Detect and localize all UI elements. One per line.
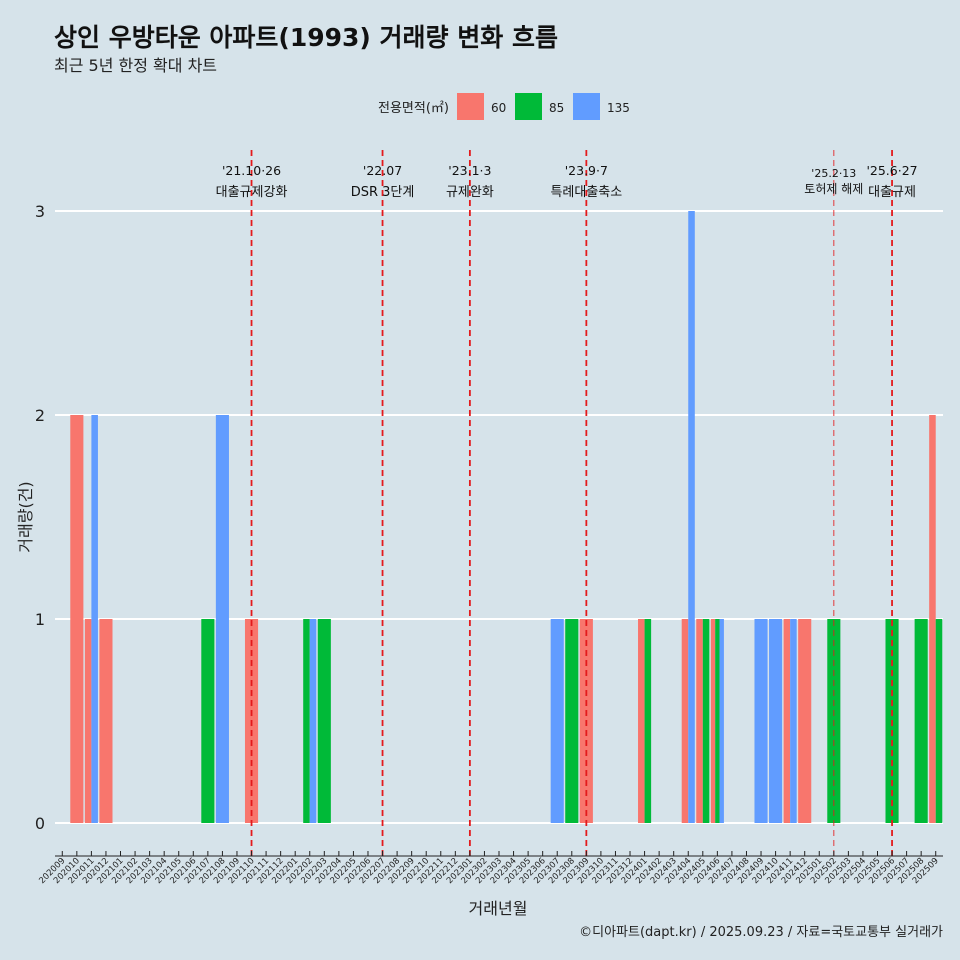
bar-202203-85: [317, 619, 331, 823]
bar-202412-60: [798, 619, 812, 823]
y-tick-label: 2: [35, 406, 45, 425]
event-date: '25.2·13: [811, 167, 856, 180]
y-tick-label: 0: [35, 814, 45, 833]
event-date: '23.9·7: [565, 163, 608, 178]
y-tick-label: 3: [35, 202, 45, 221]
event-date: '21.10·26: [222, 163, 281, 178]
chart-title: 상인 우방타운 아파트(1993) 거래량 변화 흐름: [54, 23, 558, 52]
x-axis: 2020092020102020112020122021012021022021…: [37, 851, 943, 886]
y-axis-label: 거래량(건): [16, 481, 35, 552]
event-label: 규제완화: [446, 185, 494, 200]
bar-202202-85: [303, 619, 310, 823]
legend-label: 60: [491, 101, 506, 115]
bar-202406-135: [719, 619, 724, 823]
bar-202404-60: [681, 619, 689, 823]
bar-202202-135: [309, 619, 317, 823]
event-label: 대출규제: [868, 185, 916, 200]
bar-202411-60: [783, 619, 791, 823]
event-date: '22.07: [363, 163, 402, 178]
event-date: '25.6·27: [866, 163, 917, 178]
event-label: 특례대출축소: [550, 185, 622, 200]
bar-202108-135: [215, 415, 229, 823]
bar-202509-60: [929, 415, 936, 823]
legend-swatch-85: [515, 93, 542, 120]
chart-subtitle: 최근 5년 한정 확대 차트: [54, 56, 218, 75]
source-caption: ©디아파트(dapt.kr) / 2025.09.23 / 자료=국토교통부 실…: [579, 925, 943, 940]
bar-202406-60: [710, 619, 716, 823]
bar-202011-135: [91, 415, 98, 823]
event-date: '23.1·3: [448, 163, 491, 178]
bar-202405-60: [696, 619, 703, 823]
bar-202308-85: [565, 619, 579, 823]
x-axis-label: 거래년월: [469, 899, 528, 918]
legend-swatch-60: [457, 93, 484, 120]
event-label: 토허제 해제: [804, 182, 863, 196]
bar-series: [70, 211, 943, 823]
y-axis: 0 1 2 3: [35, 202, 45, 833]
bar-202401-85: [644, 619, 652, 823]
bar-202405-85: [702, 619, 710, 823]
bar-202508-85: [914, 619, 928, 823]
legend-label: 135: [607, 101, 630, 115]
event-label: DSR 3단계: [351, 185, 415, 200]
bar-202509-85: [935, 619, 943, 823]
y-tick-label: 1: [35, 610, 45, 629]
bar-202409-135: [754, 619, 768, 823]
legend-swatch-135: [573, 93, 600, 120]
bar-202010-60: [70, 415, 84, 823]
event-label: 대출규제강화: [216, 185, 288, 200]
bar-202404-135: [688, 211, 695, 823]
bar-202401-60: [638, 619, 645, 823]
legend-title: 전용면적(㎡): [378, 101, 449, 116]
legend-label: 85: [549, 101, 564, 115]
bar-202012-60: [99, 619, 113, 823]
bar-202011-60: [84, 619, 92, 823]
bar-202406-85: [715, 619, 720, 823]
bar-202307-135: [550, 619, 564, 823]
bar-202107-85: [201, 619, 215, 823]
event-lines: '21.10·26 대출규제강화 '22.07 DSR 3단계 '23.1·3 규제완화 '…: [216, 150, 918, 856]
bar-202410-135: [769, 619, 783, 823]
legend: 전용면적(㎡) 60 85 135: [378, 93, 630, 120]
bar-202411-135: [790, 619, 797, 823]
